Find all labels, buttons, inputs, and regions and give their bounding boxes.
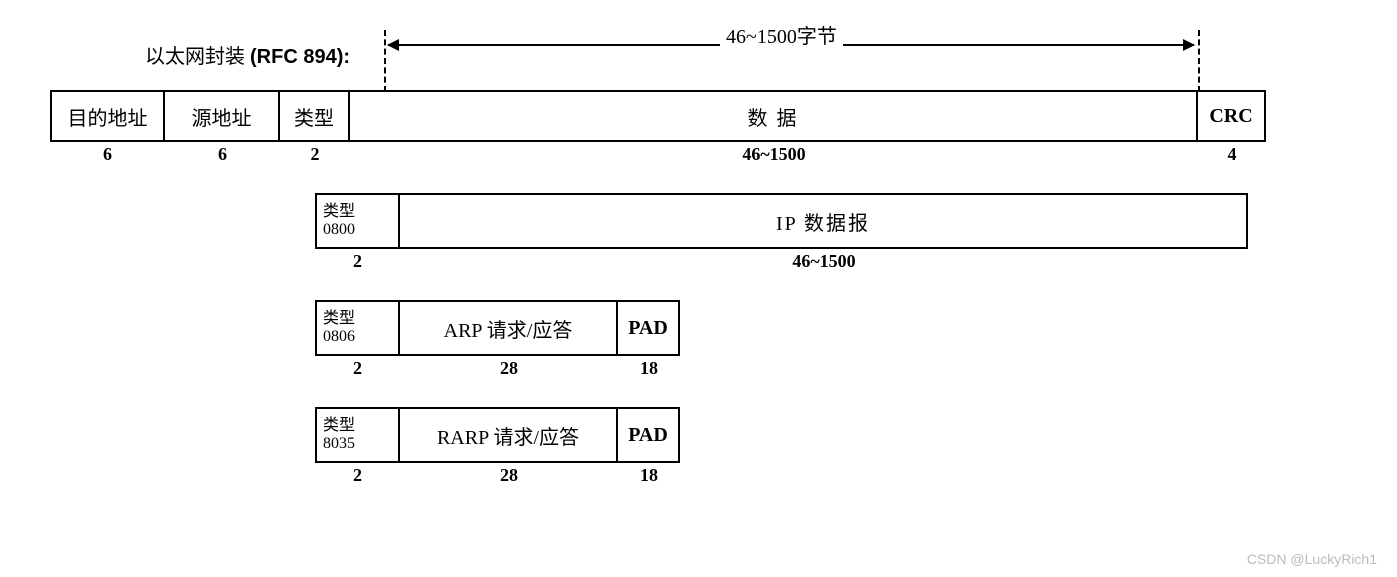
cell-sublabel: 8035 bbox=[323, 435, 355, 453]
size-row2-0: 2 bbox=[315, 251, 400, 272]
frame-row-3: 类型0806ARP 请求/应答PAD 22818 bbox=[50, 300, 1350, 379]
cell-row4-2: PAD bbox=[618, 407, 680, 463]
frame-row-2-cells: 类型0800IP 数据报 bbox=[50, 193, 1350, 249]
cell-row1-4: CRC bbox=[1198, 90, 1266, 142]
cell-label: 类型 bbox=[323, 203, 355, 221]
frame-row-3-sizes: 22818 bbox=[50, 358, 1350, 379]
cell-row3-2: PAD bbox=[618, 300, 680, 356]
frame-row-4-cells: 类型8035RARP 请求/应答PAD bbox=[50, 407, 1350, 463]
cell-row4-0: 类型8035 bbox=[315, 407, 400, 463]
header-row: 以太网封装 (RFC 894): 46~1500字节 bbox=[50, 30, 1350, 80]
diagram-title: 以太网封装 (RFC 894): bbox=[145, 40, 350, 69]
dash-right bbox=[1198, 30, 1200, 92]
frame-row-2: 类型0800IP 数据报 246~1500 bbox=[50, 193, 1350, 272]
cell-sublabel: 0806 bbox=[323, 328, 355, 346]
dash-left bbox=[384, 30, 386, 92]
frame-row-4: 类型8035RARP 请求/应答PAD 22818 bbox=[50, 407, 1350, 486]
frame-row-2-sizes: 246~1500 bbox=[50, 251, 1350, 272]
cell-row3-0: 类型0806 bbox=[315, 300, 400, 356]
cell-row3-1: ARP 请求/应答 bbox=[400, 300, 618, 356]
size-row4-1: 28 bbox=[400, 465, 618, 486]
cell-row1-2: 类型 bbox=[280, 90, 350, 142]
cell-row4-1: RARP 请求/应答 bbox=[400, 407, 618, 463]
size-row1-2: 2 bbox=[280, 144, 350, 165]
cell-label: 类型 bbox=[323, 417, 355, 435]
size-row1-3: 46~1500 bbox=[350, 144, 1198, 165]
cell-row2-0: 类型0800 bbox=[315, 193, 400, 249]
frame-row-1-sizes: 66246~15004 bbox=[50, 144, 1350, 165]
title-suffix: (RFC 894): bbox=[250, 46, 350, 68]
cell-row1-3: 数 据 bbox=[350, 90, 1198, 142]
cell-row2-1: IP 数据报 bbox=[400, 193, 1248, 249]
cell-label: 类型 bbox=[323, 310, 355, 328]
size-row1-1: 6 bbox=[165, 144, 280, 165]
cell-row1-0: 目的地址 bbox=[50, 90, 165, 142]
frame-row-4-sizes: 22818 bbox=[50, 465, 1350, 486]
size-row4-2: 18 bbox=[618, 465, 680, 486]
cell-row1-1: 源地址 bbox=[165, 90, 280, 142]
size-row4-0: 2 bbox=[315, 465, 400, 486]
diagram-container: 以太网封装 (RFC 894): 46~1500字节 目的地址源地址类型数 据C… bbox=[50, 30, 1350, 486]
frame-row-3-cells: 类型0806ARP 请求/应答PAD bbox=[50, 300, 1350, 356]
frame-row-1-cells: 目的地址源地址类型数 据CRC bbox=[50, 90, 1350, 142]
size-row3-2: 18 bbox=[618, 358, 680, 379]
watermark: CSDN @LuckyRich1 bbox=[1247, 551, 1377, 567]
size-row2-1: 46~1500 bbox=[400, 251, 1248, 272]
size-row1-4: 4 bbox=[1198, 144, 1266, 165]
frame-row-1: 目的地址源地址类型数 据CRC 66246~15004 bbox=[50, 90, 1350, 165]
size-row1-0: 6 bbox=[50, 144, 165, 165]
size-row3-1: 28 bbox=[400, 358, 618, 379]
range-label: 46~1500字节 bbox=[720, 20, 843, 49]
cell-sublabel: 0800 bbox=[323, 221, 355, 239]
size-row3-0: 2 bbox=[315, 358, 400, 379]
title-prefix: 以太网封装 bbox=[145, 46, 250, 68]
